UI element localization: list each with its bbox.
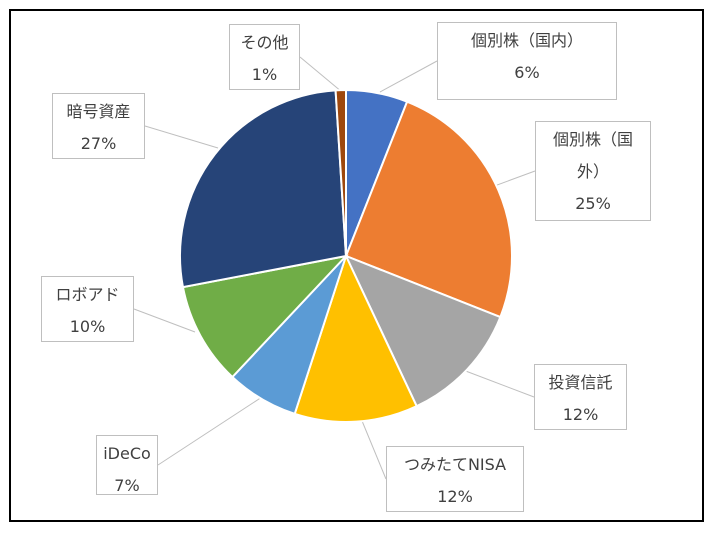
pie-slices <box>178 88 513 424</box>
data-label-callout: その他 1% <box>229 24 300 90</box>
category-label: ロボアド <box>55 285 120 304</box>
pie-slice <box>344 100 513 319</box>
leader-line <box>144 125 219 149</box>
pie-slice <box>181 254 349 379</box>
leader-line <box>299 56 343 93</box>
pie-slice <box>178 89 348 289</box>
data-label-callout: つみたてNISA 12% <box>386 446 524 512</box>
leader-line <box>133 308 196 333</box>
percent-label: 12% <box>562 405 599 424</box>
category-label: その他 <box>240 33 289 52</box>
percent-label: 10% <box>69 317 106 336</box>
category-label: つみたてNISA <box>403 455 507 474</box>
data-label-callout: 個別株（国内） 6% <box>437 22 617 100</box>
percent-label: 1% <box>251 65 278 84</box>
data-label-callout: 個別株（国外） 25% <box>535 121 651 221</box>
data-label-callout: iDeCo 7% <box>96 435 158 495</box>
percent-label: 12% <box>437 487 473 506</box>
category-label: 個別株（国内） <box>470 31 583 50</box>
category-label: 外） <box>576 162 609 181</box>
pie-slice <box>344 254 502 408</box>
percent-label: 25% <box>575 194 611 213</box>
leader-line <box>359 415 387 480</box>
pie-slice <box>293 253 419 424</box>
percent-label: 27% <box>80 134 117 153</box>
data-label-callout: 投資信託 12% <box>534 364 627 430</box>
leader-line <box>157 396 263 466</box>
percent-label: 7% <box>114 476 140 495</box>
category-label: 暗号資産 <box>66 102 131 121</box>
leader-line <box>379 60 438 93</box>
category-label: iDeCo <box>103 444 151 463</box>
category-label: 個別株（国 <box>552 130 633 149</box>
data-label-callout: 暗号資産 27% <box>52 93 145 159</box>
pie-slice <box>334 88 347 257</box>
leader-line <box>462 369 535 398</box>
percent-label: 6% <box>514 63 540 82</box>
category-label: 投資信託 <box>548 373 613 392</box>
data-label-callout: ロボアド 10% <box>41 276 134 342</box>
